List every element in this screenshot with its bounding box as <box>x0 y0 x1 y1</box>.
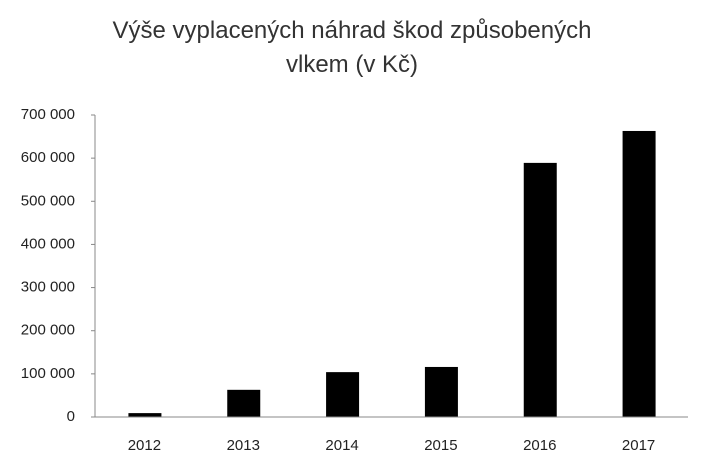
y-tick-label: 600 000 <box>21 149 75 166</box>
bar <box>227 389 261 417</box>
bar <box>128 413 162 417</box>
x-tick-label: 2013 <box>227 437 260 454</box>
y-tick-label: 100 000 <box>21 365 75 382</box>
y-tick-label: 200 000 <box>21 322 75 339</box>
x-tick-label: 2017 <box>622 437 655 454</box>
y-tick-label: 300 000 <box>21 279 75 296</box>
bar <box>424 366 458 417</box>
x-tick-label: 2015 <box>424 437 457 454</box>
x-tick-label: 2014 <box>325 437 358 454</box>
bar <box>523 162 557 417</box>
chart-title: Výše vyplacených náhrad škod způsobených… <box>112 17 592 78</box>
bar <box>622 130 656 417</box>
y-tick-label: 0 <box>67 408 75 425</box>
bar <box>326 372 360 417</box>
x-tick-label: 2012 <box>128 437 161 454</box>
y-tick-label: 700 000 <box>21 106 75 123</box>
y-tick-label: 400 000 <box>21 235 75 252</box>
y-tick-label: 500 000 <box>21 192 75 209</box>
x-tick-label: 2016 <box>523 437 556 454</box>
